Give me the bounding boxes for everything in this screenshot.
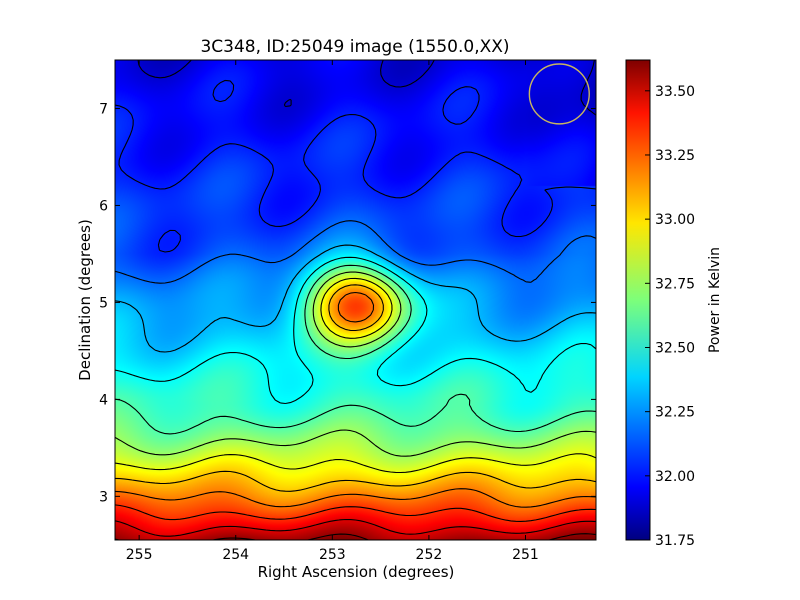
contour-level [115,79,596,253]
y-axis-label: Declination (degrees) [76,219,94,381]
contour-level [115,220,596,284]
colorbar-gradient [625,59,651,541]
contour-level [115,264,596,435]
y-tick-label: 5 [99,295,108,311]
x-axis-label: Right Ascension (degrees) [258,563,455,581]
y-axis: 3 4 5 6 7 [99,101,596,505]
contour-level [115,291,596,508]
plot-frame [114,59,597,541]
x-tick-label: 251 [512,547,539,563]
contour-level [115,256,596,405]
contour-level [115,518,596,537]
x-tick-label: 253 [319,547,346,563]
x-tick-label: 252 [416,547,443,563]
colorbar-ticks: 31.75 32.00 32.25 32.50 32.75 33.00 33.25 33.50 [645,84,695,549]
colorbar-tick-label: 31.75 [655,533,695,549]
contour-level [115,244,596,353]
colorbar-tick-label: 32.00 [655,469,695,485]
y-tick-label: 4 [99,392,108,408]
contour-level [137,60,596,116]
colorbar-tick-label: 32.25 [655,405,695,421]
x-tick-label: 254 [222,547,249,563]
y-tick-label: 7 [99,101,108,117]
colorbar-tick-label: 32.75 [655,276,695,292]
heatmap-image [115,60,596,540]
heatmap-plot [115,60,596,540]
contour-level [115,277,596,474]
y-tick-label: 6 [99,198,108,214]
chart-title: 3C348, ID:25049 image (1550.0,XX) [200,37,509,57]
x-tick-label: 255 [126,547,153,563]
colorbar-tick-label: 33.50 [655,84,695,100]
colorbar: 31.75 32.00 32.25 32.50 32.75 33.00 33.25 33.50… [625,59,723,549]
colorbar-tick-label: 33.25 [655,148,695,164]
y-tick-label: 3 [99,489,108,505]
contour-level [115,284,596,492]
colorbar-label: Power in Kelvin [707,247,723,353]
beam-marker [528,63,590,125]
colorbar-tick-label: 32.50 [655,340,695,356]
colorbar-tick-label: 33.00 [655,212,695,228]
contour-level [115,271,596,457]
x-axis: 255 254 253 252 251 [126,60,539,563]
